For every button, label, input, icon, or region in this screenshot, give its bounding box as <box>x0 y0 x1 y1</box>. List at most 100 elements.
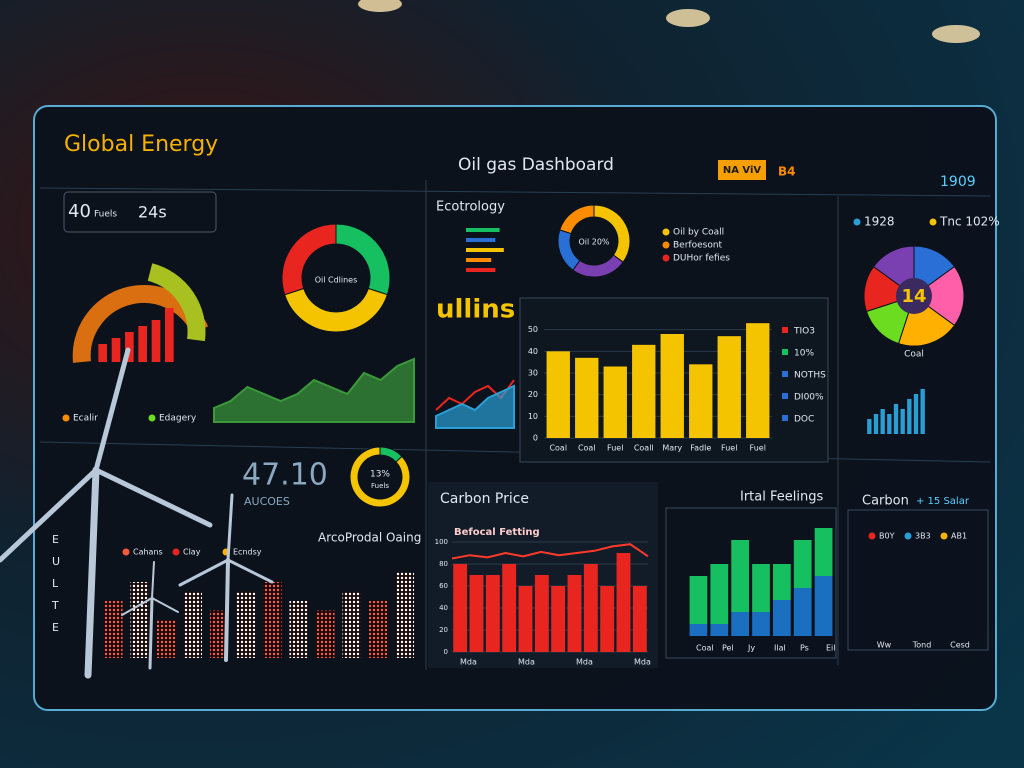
bar <box>710 564 729 624</box>
bar <box>368 601 388 658</box>
divider <box>39 187 991 197</box>
x-tick-label: Mda <box>460 658 477 667</box>
panel-title: ArcoProdal Oaing <box>318 531 421 545</box>
x-tick-label: Coall <box>634 444 654 453</box>
badge: + 15 Salar <box>916 496 970 507</box>
x-tick-label: Ps <box>800 644 809 653</box>
bar <box>518 586 533 652</box>
bar <box>880 409 885 434</box>
bar <box>660 334 684 438</box>
ring-value: 13% <box>370 470 390 480</box>
legend-swatch <box>662 228 670 236</box>
ceiling-light <box>932 25 980 43</box>
bar <box>793 540 812 588</box>
bar <box>183 591 203 658</box>
bar <box>262 582 282 658</box>
legend-label: 10% <box>794 349 814 359</box>
big-text: ullins <box>436 295 515 325</box>
wind-turbines <box>0 347 274 679</box>
bar <box>151 320 161 362</box>
bar <box>466 228 500 232</box>
dashboard-title: Oil gas Dashboard <box>458 155 614 175</box>
bar <box>130 582 150 658</box>
bar <box>156 620 176 658</box>
bar <box>453 564 468 652</box>
bar <box>731 540 750 612</box>
y-tick-label: 50 <box>528 325 538 334</box>
bar <box>342 591 362 658</box>
bar <box>138 326 147 362</box>
kpi-value: 47.10 <box>242 458 328 493</box>
bar <box>534 575 549 652</box>
x-tick-label: Mda <box>634 658 651 667</box>
legend-swatch <box>853 218 861 226</box>
turbine <box>121 561 179 670</box>
bar <box>907 399 912 434</box>
pie-center: 14 <box>901 286 926 307</box>
legend-label: Berfoesont <box>673 241 723 251</box>
x-tick-label: Mda <box>518 658 535 667</box>
bar <box>873 414 879 434</box>
bar <box>103 601 123 658</box>
x-tick-label: Mda <box>576 658 593 667</box>
bar <box>466 268 496 272</box>
x-tick-label: Ilal <box>774 644 786 653</box>
bar <box>603 366 627 438</box>
legend-label: Cahans <box>133 548 163 557</box>
panel-title: Carbon <box>862 494 909 509</box>
legend-swatch <box>868 532 876 540</box>
kpi-box <box>63 191 217 233</box>
code: B4 <box>778 165 796 179</box>
bar <box>315 610 335 658</box>
bar <box>772 600 791 636</box>
bar <box>731 612 750 636</box>
side-letter: E <box>52 533 59 546</box>
y-tick-label: 80 <box>439 560 448 568</box>
legend-label: DUHor fefies <box>673 254 730 264</box>
y-tick-label: 10 <box>528 412 538 421</box>
bar <box>689 576 708 624</box>
x-tick-label: Eil <box>826 644 836 653</box>
legend-swatch <box>782 327 788 333</box>
y-tick-label: 30 <box>528 369 538 378</box>
x-tick-label: Tond <box>912 641 932 650</box>
bar <box>583 564 598 652</box>
legend-label: Ecalir <box>73 414 98 424</box>
area <box>435 384 515 429</box>
bar <box>632 344 656 438</box>
x-tick-label: Coal <box>578 444 596 453</box>
bar <box>867 419 872 434</box>
bar <box>395 572 415 658</box>
bar <box>717 336 741 438</box>
x-tick-label: Jy <box>747 644 755 653</box>
bar <box>887 414 892 434</box>
x-tick-label: Pel <box>722 644 734 653</box>
kpi-unit: Fuels <box>94 210 117 220</box>
bar <box>913 394 919 434</box>
bar <box>551 586 566 652</box>
kpi-value: 24s <box>138 203 167 222</box>
kpi-value: 40 <box>68 201 91 222</box>
bar <box>752 564 770 612</box>
x-tick-label: Coal <box>549 444 567 453</box>
legend-label: B0Y <box>879 532 895 541</box>
x-tick-label: Coal <box>696 644 714 653</box>
gauge-arc <box>147 263 206 342</box>
bar <box>209 610 229 658</box>
bar <box>236 591 256 658</box>
legend-label: 1928 <box>864 215 895 229</box>
bar <box>469 575 484 652</box>
bar <box>289 601 309 658</box>
bar <box>98 344 107 362</box>
legend-label: 3B3 <box>915 532 931 541</box>
legend-swatch <box>172 548 180 556</box>
bar <box>616 553 631 652</box>
bar <box>793 588 812 636</box>
bar <box>920 389 925 434</box>
x-tick-label: Fadle <box>690 444 711 453</box>
bar <box>502 564 517 652</box>
legend-swatch <box>940 532 948 540</box>
bar <box>575 357 599 438</box>
